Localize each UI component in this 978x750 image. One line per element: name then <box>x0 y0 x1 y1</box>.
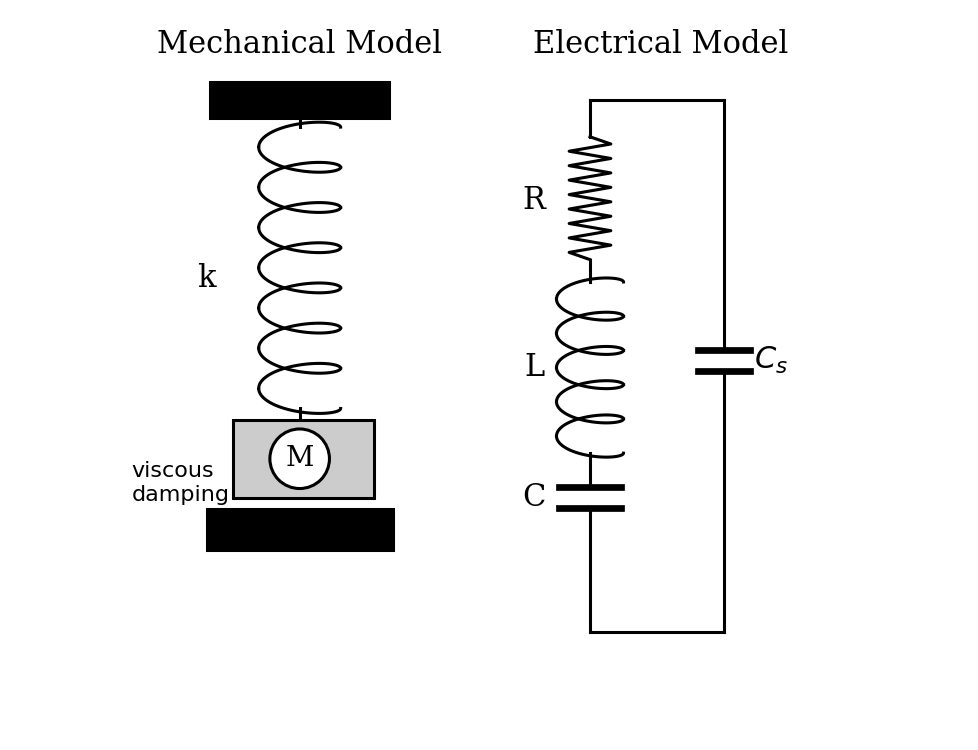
Circle shape <box>270 429 330 488</box>
Text: L: L <box>523 352 544 383</box>
Text: M: M <box>286 446 314 472</box>
Text: viscous
damping: viscous damping <box>131 461 229 505</box>
Text: Electrical Model: Electrical Model <box>533 28 787 60</box>
Bar <box>233 420 374 498</box>
Text: C: C <box>522 482 546 513</box>
Bar <box>206 509 392 550</box>
Text: $C_s$: $C_s$ <box>753 344 787 376</box>
Text: R: R <box>522 184 545 215</box>
Text: k: k <box>198 262 215 294</box>
Bar <box>210 82 388 118</box>
Text: Mechanical Model: Mechanical Model <box>157 28 442 60</box>
